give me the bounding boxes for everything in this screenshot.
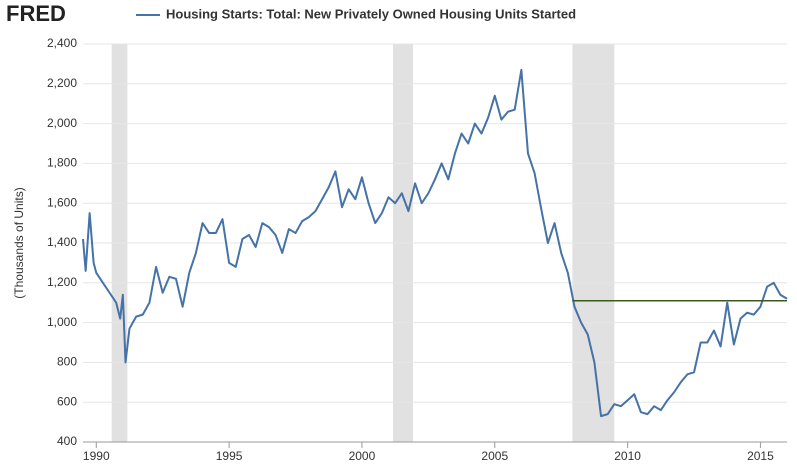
x-tick-label: 1990	[83, 449, 110, 463]
y-tick-label: 2,000	[47, 116, 77, 130]
y-tick-label: 2,400	[47, 36, 77, 50]
y-axis-label: (Thousands of Units)	[12, 187, 26, 298]
y-tick-label: 800	[57, 355, 77, 369]
y-tick-label: 1,400	[47, 235, 77, 249]
logo: FRED	[6, 1, 66, 26]
y-tick-label: 1,000	[47, 315, 77, 329]
series-line	[82, 68, 788, 418]
y-tick-label: 2,200	[47, 76, 77, 90]
x-tick-label: 2005	[481, 449, 508, 463]
x-tick-label: 2000	[349, 449, 376, 463]
y-tick-label: 400	[57, 434, 77, 448]
y-tick-label: 1,200	[47, 275, 77, 289]
x-tick-label: 2015	[747, 449, 774, 463]
x-tick-label: 2010	[614, 449, 641, 463]
legend-label: Housing Starts: Total: New Privately Own…	[166, 6, 576, 21]
y-tick-label: 600	[57, 394, 77, 408]
x-tick-label: 1995	[216, 449, 243, 463]
y-tick-label: 1,600	[47, 195, 77, 209]
y-tick-label: 1,800	[47, 156, 77, 170]
